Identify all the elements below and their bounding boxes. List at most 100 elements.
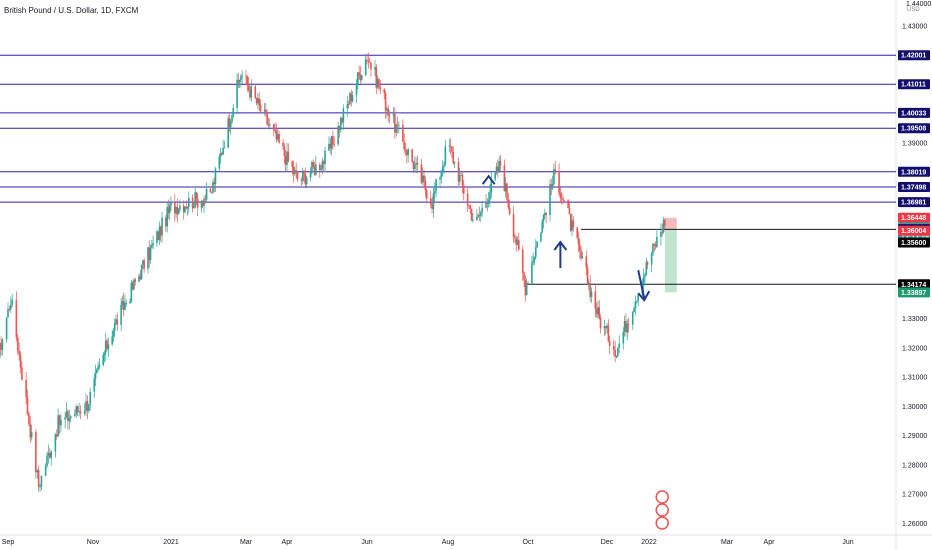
price-tag[interactable] xyxy=(898,107,930,118)
price-tag[interactable] xyxy=(898,166,930,177)
y-tick-label: 1.44000 xyxy=(906,1,931,8)
candle-body xyxy=(65,411,68,418)
candle-body xyxy=(322,161,325,165)
candle-body xyxy=(102,355,105,365)
price-tag[interactable] xyxy=(898,287,930,298)
price-tag[interactable] xyxy=(898,182,930,193)
candle-body xyxy=(284,155,287,165)
event-flag-icon[interactable] xyxy=(655,516,669,530)
candle-body xyxy=(196,198,199,208)
candle-body xyxy=(376,79,379,88)
candle-body xyxy=(315,164,317,175)
candle-body xyxy=(9,304,12,310)
candle-body xyxy=(479,212,482,216)
candle-body xyxy=(431,204,433,209)
price-tag[interactable] xyxy=(898,197,930,208)
candle-body xyxy=(351,95,354,102)
candle-body xyxy=(332,135,334,144)
event-flag-icon[interactable] xyxy=(655,503,669,517)
price-tag-label: 1.35600 xyxy=(901,240,926,247)
candle-body xyxy=(514,236,516,239)
candle-body xyxy=(269,124,271,126)
down-arrow-icon[interactable] xyxy=(637,290,651,302)
candle-body xyxy=(194,192,196,208)
candle-body xyxy=(294,170,296,175)
candle-body xyxy=(129,301,131,304)
candle-body xyxy=(305,177,308,185)
price-tag[interactable] xyxy=(898,79,930,90)
candle-body xyxy=(441,166,444,171)
candle-body xyxy=(201,200,204,206)
candle-body xyxy=(143,260,145,269)
candle-body xyxy=(604,326,607,329)
candle-body xyxy=(435,179,437,192)
candle-body xyxy=(452,151,455,164)
candle-body xyxy=(241,75,243,77)
y-tick-label: 1.30000 xyxy=(902,404,927,411)
target-zone[interactable] xyxy=(664,229,677,293)
candle-body xyxy=(443,164,445,167)
price-tag-label: 1.38019 xyxy=(901,169,926,176)
price-tag[interactable] xyxy=(898,225,930,236)
candle-body xyxy=(203,198,205,206)
stop-zone[interactable] xyxy=(664,217,677,230)
y-tick-label: 1.43000 xyxy=(902,23,927,30)
candle-body xyxy=(388,115,391,117)
x-tick-label: Oct xyxy=(523,539,534,546)
candle-body xyxy=(453,161,456,164)
candle-body xyxy=(157,231,160,240)
candle-body xyxy=(459,175,461,182)
candle-body xyxy=(650,253,653,265)
candle-body xyxy=(394,113,396,133)
price-tag[interactable] xyxy=(898,237,930,248)
candle-body xyxy=(594,291,597,309)
candle-body xyxy=(531,262,533,284)
candle-body xyxy=(508,207,511,215)
event-flag-icon[interactable] xyxy=(655,490,669,504)
candle-body xyxy=(615,355,618,358)
candle-body xyxy=(534,247,537,258)
x-tick-label: 2021 xyxy=(163,539,179,546)
candle-body xyxy=(94,372,97,379)
candle-body xyxy=(50,451,52,458)
candle-body xyxy=(79,411,82,414)
candle-body xyxy=(585,256,588,268)
candle-body xyxy=(0,342,2,350)
price-tag[interactable] xyxy=(898,279,930,290)
candle-body xyxy=(177,209,180,215)
x-tick-label: 2022 xyxy=(641,539,657,546)
y-tick-label: 1.31000 xyxy=(902,375,927,382)
candle-body xyxy=(637,293,639,302)
price-tag[interactable] xyxy=(898,212,930,223)
candle-body xyxy=(218,156,221,169)
candle-body xyxy=(622,332,625,344)
candle-body xyxy=(341,118,343,123)
candle-body xyxy=(485,202,487,208)
candle-body xyxy=(113,322,116,331)
candle-body xyxy=(124,303,126,310)
candle-body xyxy=(457,161,460,182)
candle-body xyxy=(577,237,580,245)
candle-body xyxy=(448,145,451,147)
candle-body xyxy=(254,86,257,98)
candle-body xyxy=(120,304,122,325)
price-tag[interactable] xyxy=(898,123,930,134)
up-arrow-icon[interactable] xyxy=(481,174,496,185)
candle-body xyxy=(222,147,224,155)
candle-body xyxy=(536,241,538,248)
x-tick-label: Mar xyxy=(240,539,253,546)
candle-body xyxy=(554,169,556,172)
candle-body xyxy=(386,108,388,111)
candle-body xyxy=(213,182,216,185)
candle-body xyxy=(321,161,324,169)
candle-body xyxy=(654,244,657,247)
candle-body xyxy=(309,172,312,178)
price-tag[interactable] xyxy=(898,50,930,61)
candle-body xyxy=(35,432,37,473)
candle-body xyxy=(240,75,242,80)
candle-body xyxy=(93,378,96,392)
price-tag-label: 1.40033 xyxy=(901,110,926,117)
candle-body xyxy=(19,354,22,368)
candle-body xyxy=(195,192,198,199)
